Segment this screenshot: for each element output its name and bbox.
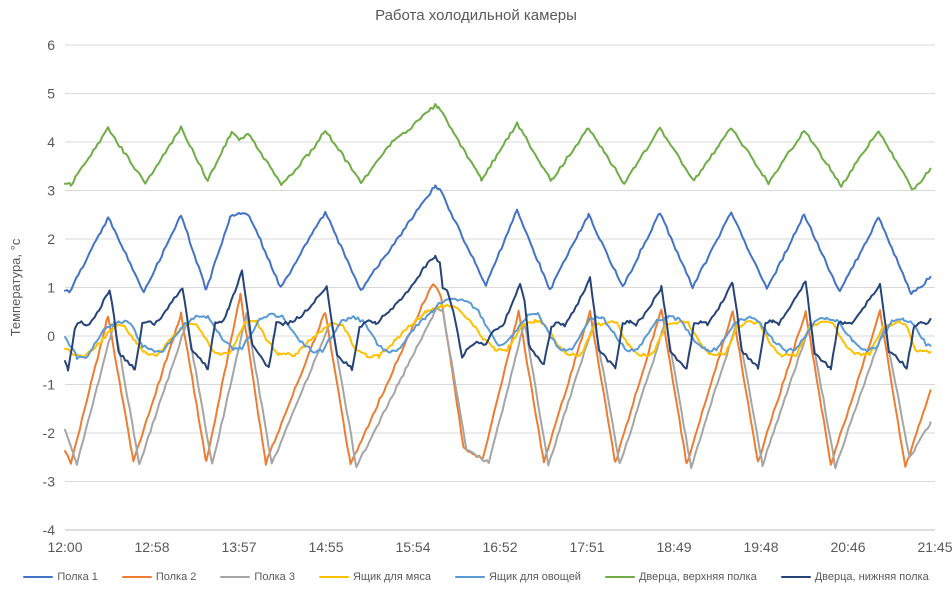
x-axis-tick-label: 20:46 <box>830 539 865 555</box>
x-axis-tick-label: 21:45 <box>917 539 952 555</box>
legend-label: Ящик для мяса <box>352 571 431 583</box>
y-axis-tick-label: 0 <box>47 328 55 344</box>
y-axis-tick-label: -1 <box>43 377 56 393</box>
legend-item-7: Дверца, нижняя полка <box>780 571 929 583</box>
legend-item-1: Полка 1 <box>23 571 98 583</box>
x-axis-tick-label: 19:48 <box>743 539 778 555</box>
legend-label: Полка 3 <box>254 571 295 583</box>
legend-label: Полка 1 <box>57 571 98 583</box>
x-axis-tick-label: 17:51 <box>569 539 604 555</box>
series-line-6 <box>64 103 932 191</box>
y-axis-tick-label: 2 <box>47 231 55 247</box>
y-axis-tick-label: -3 <box>43 474 56 490</box>
series-line-2 <box>64 283 932 468</box>
x-axis-tick-label: 16:52 <box>482 539 517 555</box>
legend-line-marker <box>604 575 635 579</box>
legend-item-4: Ящик для мяса <box>318 571 431 583</box>
legend-line-marker <box>121 575 152 579</box>
series-line-3 <box>64 307 932 470</box>
series-line-1 <box>64 184 932 296</box>
legend-line-marker <box>318 575 349 579</box>
x-axis-tick-label: 12:58 <box>134 539 169 555</box>
chart-legend: Полка 1 Полка 2 Полка 3 Ящик для мяса Ящик д… <box>0 571 952 583</box>
legend-line-marker <box>780 575 811 579</box>
y-axis-tick-label: 3 <box>47 183 55 199</box>
legend-item-6: Дверца, верхняя полка <box>604 571 757 583</box>
series-line-7 <box>64 254 932 372</box>
x-axis-tick-label: 18:49 <box>656 539 691 555</box>
x-axis-tick-label: 13:57 <box>221 539 256 555</box>
y-axis-tick-label: 1 <box>47 280 55 296</box>
legend-label: Ящик для овощей <box>488 571 581 583</box>
y-axis-tick-label: 5 <box>47 86 55 102</box>
legend-line-marker <box>23 575 54 579</box>
legend-line-marker <box>220 575 251 579</box>
y-axis-title: Температура, °c <box>8 238 23 336</box>
x-axis-tick-label: 14:55 <box>308 539 343 555</box>
series-line-5 <box>64 297 932 360</box>
legend-item-5: Ящик для овощей <box>454 571 581 583</box>
legend-item-3: Полка 3 <box>220 571 295 583</box>
x-axis-tick-label: 15:54 <box>395 539 430 555</box>
y-axis-tick-label: -4 <box>43 522 56 538</box>
legend-line-marker <box>454 575 485 579</box>
y-axis-tick-label: 4 <box>47 134 55 150</box>
plot-area: 6 5 4 3 2 1 0 -1 -2 -3 -412:00 12:58 13:57 14:55 15:54… <box>8 37 952 555</box>
legend-label: Дверца, нижняя полка <box>814 571 929 583</box>
legend-label: Полка 2 <box>155 571 197 583</box>
x-axis-tick-label: 12:00 <box>47 539 82 555</box>
y-axis-tick-label: 6 <box>47 37 55 53</box>
y-axis-tick-label: -2 <box>43 425 56 441</box>
series-line-4 <box>64 303 932 359</box>
chart-title: Работа холодильной камеры <box>375 7 577 24</box>
legend-label: Дверца, верхняя полка <box>638 571 757 583</box>
legend-item-2: Полка 2 <box>121 571 197 583</box>
